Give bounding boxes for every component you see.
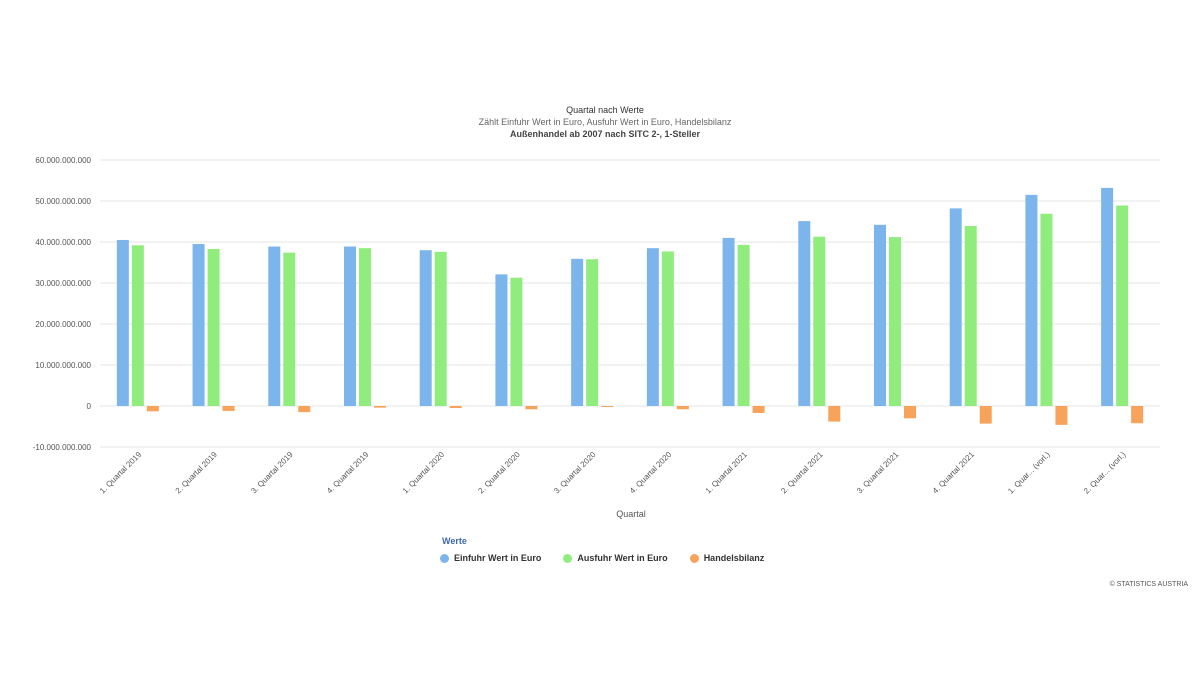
- x-tick-label: 2. Quartal 2019: [174, 450, 220, 496]
- bar-handelsbilanz[interactable]: [525, 406, 538, 410]
- y-tick-label: 0: [87, 402, 92, 411]
- x-tick-label: 1. Quartal 2019: [98, 450, 144, 496]
- y-tick-label: 50.000.000.000: [35, 197, 91, 206]
- y-tick-label: 10.000.000.000: [35, 361, 91, 370]
- bar-handelsbilanz[interactable]: [298, 406, 311, 413]
- x-axis: 1. Quartal 2019 2. Quartal 2019 3. Quartal…: [98, 450, 1128, 496]
- bar-ausfuhr[interactable]: [586, 259, 599, 406]
- legend-items: Einfuhr Wert in Euro Ausfuhr Wert in Eur…: [440, 553, 820, 563]
- legend-title: Werte: [442, 536, 467, 546]
- bar-ausfuhr[interactable]: [510, 277, 523, 406]
- bar-ausfuhr[interactable]: [889, 237, 901, 406]
- y-axis: -10.000.000.000 0 10.000.000.000 20.000.000…: [33, 156, 92, 452]
- x-tick-label: 2. Quartal 2021: [779, 450, 825, 496]
- y-tick-label: 60.000.000.000: [35, 156, 91, 165]
- bar-einfuhr[interactable]: [1101, 187, 1114, 406]
- legend-label: Handelsbilanz: [703, 553, 765, 563]
- bar-einfuhr[interactable]: [949, 208, 962, 406]
- bar-ausfuhr[interactable]: [661, 251, 674, 406]
- bar-einfuhr[interactable]: [722, 237, 735, 406]
- bar-einfuhr[interactable]: [116, 239, 129, 406]
- legend-dot-icon: [563, 553, 573, 563]
- legend-item-einfuhr[interactable]: Einfuhr Wert in Euro: [440, 553, 541, 563]
- bar-einfuhr[interactable]: [646, 248, 659, 406]
- bar-handelsbilanz[interactable]: [828, 406, 841, 422]
- bar-handelsbilanz[interactable]: [904, 406, 916, 419]
- legend-item-ausfuhr[interactable]: Ausfuhr Wert in Euro: [563, 553, 668, 563]
- x-tick-label: 1. Quartal 2021: [704, 450, 750, 496]
- bar-handelsbilanz[interactable]: [222, 406, 235, 411]
- bar-einfuhr[interactable]: [192, 244, 205, 406]
- bar-einfuhr[interactable]: [874, 224, 886, 406]
- bar-ausfuhr[interactable]: [1040, 213, 1053, 406]
- x-tick-label: 4. Quartal 2020: [628, 450, 674, 496]
- chart-titles: Quartal nach Werte Zählt Einfuhr Wert in…: [0, 104, 1200, 140]
- bars[interactable]: [116, 187, 1144, 425]
- bar-ausfuhr[interactable]: [1116, 205, 1129, 406]
- bar-einfuhr[interactable]: [1025, 194, 1038, 406]
- bar-handelsbilanz[interactable]: [1055, 406, 1068, 425]
- x-tick-label: 1. Quar... (vorl.): [1006, 450, 1052, 496]
- bar-einfuhr[interactable]: [571, 258, 584, 406]
- x-tick-label: 1. Quartal 2020: [401, 450, 447, 496]
- bar-ausfuhr[interactable]: [283, 252, 296, 406]
- y-tick-label: 40.000.000.000: [35, 238, 91, 247]
- legend: Werte Einfuhr Wert in Euro Ausfuhr Wert …: [440, 536, 820, 563]
- bar-einfuhr[interactable]: [268, 246, 281, 406]
- bar-ausfuhr[interactable]: [964, 226, 977, 406]
- legend-label: Einfuhr Wert in Euro: [454, 553, 542, 563]
- x-tick-label: 2. Quar... (vorl.): [1082, 450, 1128, 496]
- x-tick-label: 2. Quartal 2020: [476, 450, 522, 496]
- bar-handelsbilanz[interactable]: [752, 406, 765, 413]
- y-tick-label: -10.000.000.000: [33, 443, 92, 452]
- bar-einfuhr[interactable]: [798, 221, 811, 406]
- chart-subtitle: Zählt Einfuhr Wert in Euro, Ausfuhr Wert…: [478, 117, 732, 127]
- legend-item-handelsbilanz[interactable]: Handelsbilanz: [689, 553, 765, 563]
- x-tick-label: 4. Quartal 2021: [931, 450, 977, 496]
- bar-ausfuhr[interactable]: [737, 244, 750, 406]
- bar-ausfuhr[interactable]: [131, 245, 144, 406]
- legend-dot-icon: [689, 553, 699, 563]
- bar-handelsbilanz[interactable]: [601, 406, 614, 407]
- bar-einfuhr[interactable]: [419, 250, 432, 406]
- x-axis-label: Quartal: [616, 509, 646, 519]
- chart-subtitle-bold: Außenhandel ab 2007 nach SITC 2-, 1-Stel…: [509, 129, 701, 139]
- bar-einfuhr[interactable]: [495, 274, 508, 406]
- y-tick-label: 20.000.000.000: [35, 320, 91, 329]
- y-tick-label: 30.000.000.000: [35, 279, 91, 288]
- bar-ausfuhr[interactable]: [434, 251, 447, 406]
- bar-handelsbilanz[interactable]: [1131, 406, 1144, 424]
- bar-handelsbilanz[interactable]: [374, 406, 386, 408]
- bar-chart: -10.000.000.000 0 10.000.000.000 20.000.000…: [33, 156, 1160, 519]
- bar-handelsbilanz[interactable]: [676, 406, 689, 410]
- x-tick-label: 3. Quartal 2020: [552, 450, 598, 496]
- bar-handelsbilanz[interactable]: [979, 406, 992, 424]
- gridlines: [100, 159, 1160, 448]
- legend-label: Ausfuhr Wert in Euro: [577, 553, 668, 563]
- x-tick-label: 4. Quartal 2019: [325, 450, 371, 496]
- bar-ausfuhr[interactable]: [207, 248, 220, 406]
- bar-einfuhr[interactable]: [344, 246, 356, 406]
- x-tick-label: 3. Quartal 2019: [249, 450, 295, 496]
- legend-dot-icon: [440, 553, 449, 563]
- bar-ausfuhr[interactable]: [813, 236, 826, 406]
- credits[interactable]: © STATISTICS AUSTRIA: [1109, 581, 1188, 588]
- chart-title: Quartal nach Werte: [566, 105, 644, 115]
- x-tick-label: 3. Quartal 2021: [855, 450, 901, 496]
- bar-handelsbilanz[interactable]: [146, 406, 159, 412]
- bar-handelsbilanz[interactable]: [449, 406, 462, 409]
- bar-ausfuhr[interactable]: [359, 248, 371, 406]
